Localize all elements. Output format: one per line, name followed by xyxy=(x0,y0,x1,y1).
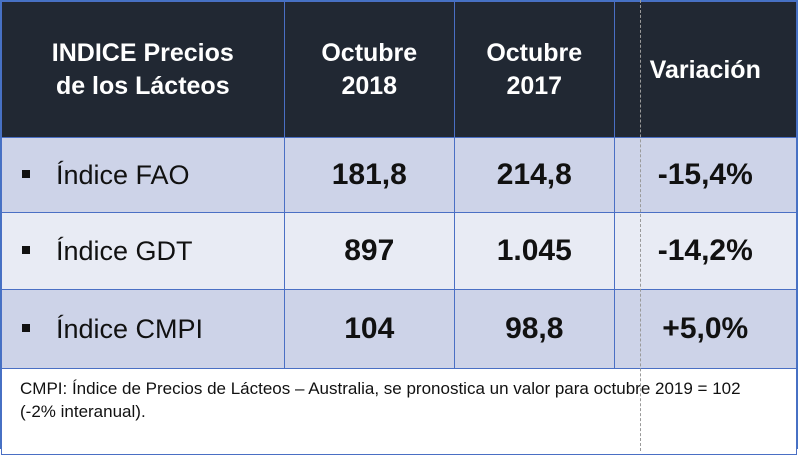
cell-oct-2018: 181,8 xyxy=(283,137,456,213)
header-oct-2018-month: Octubre xyxy=(321,38,418,67)
cell-variation: -15,4% xyxy=(613,137,798,213)
table-row: Índice CMPI 104 98,8 +5,0% xyxy=(1,289,798,369)
cell-variation: -14,2% xyxy=(613,212,798,290)
header-index-line1: INDICE Precios xyxy=(51,38,234,67)
header-oct-2017-month: Octubre xyxy=(486,38,583,67)
header-oct-2018: Octubre 2018 xyxy=(283,1,456,138)
bullet-icon xyxy=(22,246,30,255)
row-label: Índice FAO xyxy=(1,137,285,213)
table-row: Índice FAO 181,8 214,8 -15,4% xyxy=(1,137,798,213)
table-row: Índice GDT 897 1.045 -14,2% xyxy=(1,212,798,290)
header-variation: Variación xyxy=(613,1,798,138)
dashed-guide-line xyxy=(640,0,641,451)
row-label: Índice CMPI xyxy=(1,289,285,369)
table-header-row: INDICE Precios de los Lácteos Octubre 20… xyxy=(1,1,798,138)
note-row: CMPI: Índice de Precios de Lácteos – Aus… xyxy=(1,368,797,455)
header-oct-2017: Octubre 2017 xyxy=(454,1,615,138)
bullet-icon xyxy=(22,170,30,179)
cell-oct-2017: 214,8 xyxy=(454,137,615,213)
header-oct-2017-year: 2017 xyxy=(506,71,563,100)
header-oct-2018-year: 2018 xyxy=(341,71,398,100)
cell-oct-2017: 1.045 xyxy=(454,212,615,290)
row-label: Índice GDT xyxy=(1,212,285,290)
cell-oct-2018: 897 xyxy=(283,212,456,290)
bullet-icon xyxy=(22,324,30,333)
footnote: CMPI: Índice de Precios de Lácteos – Aus… xyxy=(1,368,797,455)
cell-oct-2017: 98,8 xyxy=(454,289,615,369)
cell-variation: +5,0% xyxy=(613,289,798,369)
cell-oct-2018: 104 xyxy=(283,289,456,369)
header-index-line2: de los Lácteos xyxy=(55,71,230,100)
header-index-name: INDICE Precios de los Lácteos xyxy=(1,1,285,138)
